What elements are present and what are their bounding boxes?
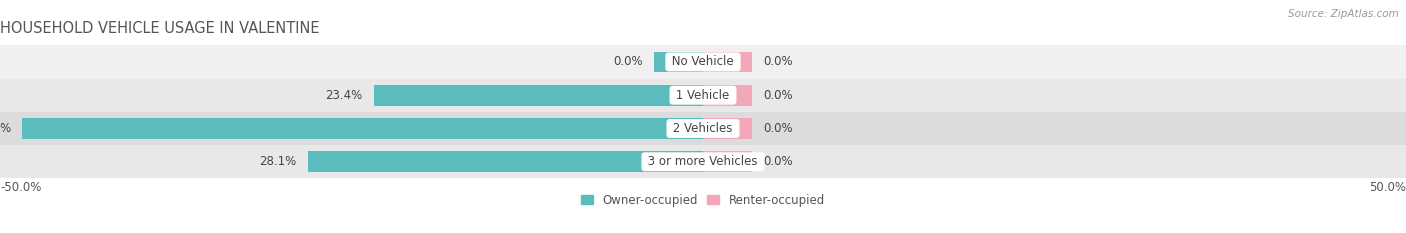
Text: No Vehicle: No Vehicle [668,55,738,69]
Text: 28.1%: 28.1% [260,155,297,168]
Text: 3 or more Vehicles: 3 or more Vehicles [644,155,762,168]
Text: 48.4%: 48.4% [0,122,11,135]
Text: 0.0%: 0.0% [763,155,793,168]
Bar [703,118,752,139]
Text: -50.0%: -50.0% [0,181,41,194]
Text: 0.0%: 0.0% [613,55,643,69]
Text: 0.0%: 0.0% [763,89,793,102]
Bar [0,45,1406,79]
Bar [374,85,703,106]
Text: 0.0%: 0.0% [763,55,793,69]
Text: HOUSEHOLD VEHICLE USAGE IN VALENTINE: HOUSEHOLD VEHICLE USAGE IN VALENTINE [0,21,319,36]
Text: 1 Vehicle: 1 Vehicle [672,89,734,102]
Text: Source: ZipAtlas.com: Source: ZipAtlas.com [1288,9,1399,19]
Text: 2 Vehicles: 2 Vehicles [669,122,737,135]
Legend: Owner-occupied, Renter-occupied: Owner-occupied, Renter-occupied [581,194,825,207]
Bar [703,51,752,72]
Text: 0.0%: 0.0% [763,122,793,135]
Bar [654,51,703,72]
Bar [0,79,1406,112]
Bar [703,151,752,172]
Text: 50.0%: 50.0% [1369,181,1406,194]
Bar [703,85,752,106]
Text: 23.4%: 23.4% [326,89,363,102]
Bar [0,112,1406,145]
Bar [308,151,703,172]
Bar [22,118,703,139]
Bar [0,145,1406,178]
